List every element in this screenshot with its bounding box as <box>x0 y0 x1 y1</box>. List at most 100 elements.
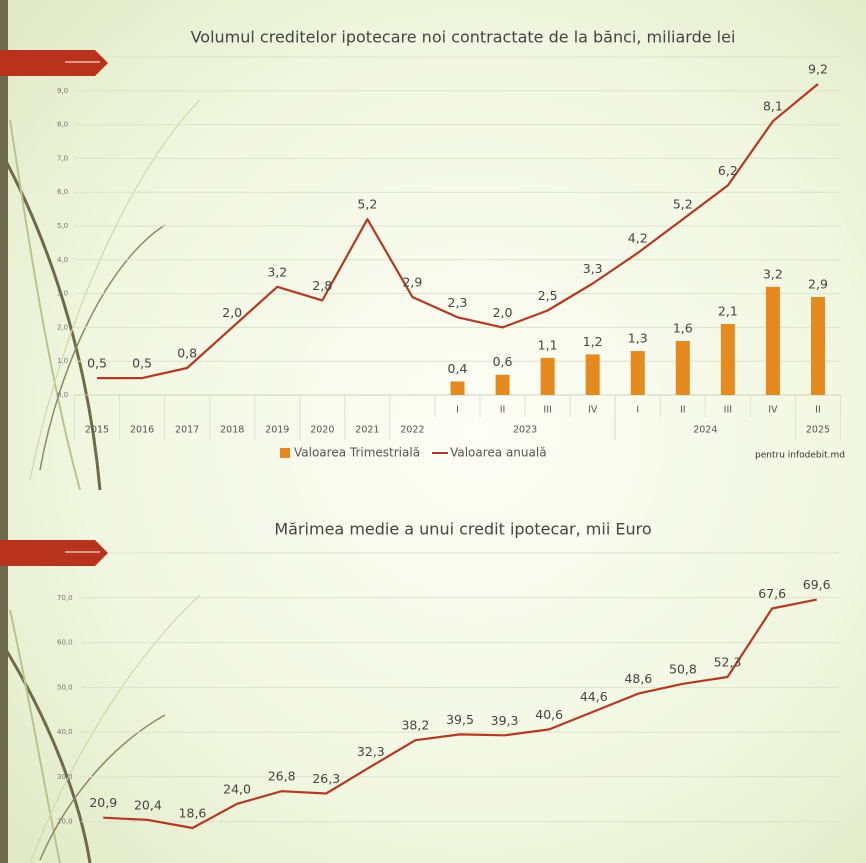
x-tick-label: 2015 <box>85 425 109 436</box>
data-label: 8,1 <box>763 99 783 114</box>
data-label: 3,2 <box>267 264 287 279</box>
x-tick-label: IV <box>588 405 598 416</box>
data-label: 1,1 <box>538 337 558 352</box>
x-tick-label: 2017 <box>175 425 199 436</box>
data-label: 5,2 <box>673 197 693 212</box>
data-label: 2,0 <box>222 305 242 320</box>
data-label: 32,3 <box>357 744 385 759</box>
bar <box>495 374 510 395</box>
x-tick-label: 2016 <box>130 425 154 436</box>
y-tick-label: 6,0 <box>57 188 68 196</box>
data-label: 26,8 <box>268 769 296 784</box>
x-tick-label: I <box>636 405 639 416</box>
bar <box>450 381 465 395</box>
y-tick-label: 3,0 <box>57 290 68 298</box>
data-label: 0,8 <box>177 345 197 360</box>
y-tick-label: 50,0 <box>57 683 73 691</box>
x-tick-label: II <box>680 405 686 416</box>
y-tick-label: 70,0 <box>57 594 73 602</box>
x-tick-label: II <box>500 405 506 416</box>
data-label: 20,9 <box>89 795 117 810</box>
y-tick-label: 5,0 <box>57 222 68 230</box>
y-tick-label: 0,0 <box>57 391 68 399</box>
data-label: 39,5 <box>446 712 474 727</box>
bar <box>675 340 690 395</box>
data-label: 18,6 <box>179 805 207 820</box>
data-label: 5,2 <box>357 197 377 212</box>
group-label: 2023 <box>513 425 537 436</box>
data-label: 40,6 <box>535 707 563 722</box>
x-tick-label: 2020 <box>310 425 334 436</box>
group-label: 2024 <box>693 425 717 436</box>
y-tick-label: 1,0 <box>57 357 68 365</box>
y-tick-label: 20,0 <box>57 818 73 826</box>
data-label: 2,9 <box>402 274 422 289</box>
y-tick-label: 2,0 <box>57 323 68 331</box>
bar <box>720 324 735 395</box>
annotation: pentru infodebit.md <box>755 451 845 461</box>
data-label: 26,3 <box>312 771 340 786</box>
data-label: 69,6 <box>803 577 831 592</box>
data-label: 2,0 <box>493 305 513 320</box>
x-tick-label: I <box>456 405 459 416</box>
y-tick-label: 7,0 <box>57 154 68 162</box>
bar <box>630 351 645 395</box>
legend-label: Valoarea Trimestrială <box>294 446 420 460</box>
x-tick-label: 2018 <box>220 425 244 436</box>
data-label: 67,6 <box>758 586 786 601</box>
x-tick-label: II <box>815 405 821 416</box>
bar <box>810 296 825 395</box>
data-label: 44,6 <box>580 689 608 704</box>
data-label: 9,2 <box>808 62 828 77</box>
data-label: 1,2 <box>583 334 603 349</box>
data-label: 0,4 <box>448 361 468 376</box>
chart-title: Volumul creditelor ipotecare noi contrac… <box>191 28 736 47</box>
data-label: 2,8 <box>312 278 332 293</box>
data-label: 4,2 <box>628 231 648 246</box>
data-label: 2,5 <box>538 288 558 303</box>
y-tick-label: 30,0 <box>57 773 73 781</box>
chart-title: Mărimea medie a unui credit ipotecar, mi… <box>274 520 651 539</box>
x-tick-label: 2022 <box>400 425 424 436</box>
y-tick-label: 9,0 <box>57 87 68 95</box>
tabs <box>0 50 108 566</box>
y-tick-label: 8,0 <box>57 121 68 129</box>
legend-swatch <box>280 448 290 458</box>
decoration <box>0 0 201 863</box>
data-label: 3,2 <box>763 266 783 281</box>
bar <box>585 354 600 395</box>
data-label: 3,3 <box>583 261 603 276</box>
line <box>103 598 817 830</box>
data-label: 48,6 <box>624 671 652 686</box>
data-label: 0,5 <box>87 356 107 371</box>
data-label: 52,3 <box>714 655 742 670</box>
data-label: 1,6 <box>673 320 693 335</box>
group-label: 2025 <box>806 425 830 436</box>
data-label: 1,3 <box>628 331 648 346</box>
x-tick-label: III <box>543 405 551 416</box>
data-label: 39,3 <box>491 713 519 728</box>
data-label: 6,2 <box>718 163 738 178</box>
y-tick-label: 60,0 <box>57 639 73 647</box>
data-label: 2,9 <box>808 276 828 291</box>
data-label: 2,3 <box>448 295 468 310</box>
x-tick-label: III <box>724 405 732 416</box>
data-label: 0,5 <box>132 356 152 371</box>
data-label: 2,1 <box>718 304 738 319</box>
bar <box>765 286 780 395</box>
bar <box>540 357 555 395</box>
data-label: 20,4 <box>134 797 162 812</box>
data-label: 24,0 <box>223 781 251 796</box>
y-tick-label: 40,0 <box>57 728 73 736</box>
legend-label: Valoarea anuală <box>450 446 547 460</box>
y-tick-label: 4,0 <box>57 256 68 264</box>
data-label: 50,8 <box>669 661 697 676</box>
x-tick-label: 2021 <box>355 425 379 436</box>
line <box>97 83 819 380</box>
data-label: 38,2 <box>401 718 429 733</box>
x-tick-label: IV <box>768 405 778 416</box>
data-label: 0,6 <box>493 354 513 369</box>
x-tick-label: 2019 <box>265 425 289 436</box>
